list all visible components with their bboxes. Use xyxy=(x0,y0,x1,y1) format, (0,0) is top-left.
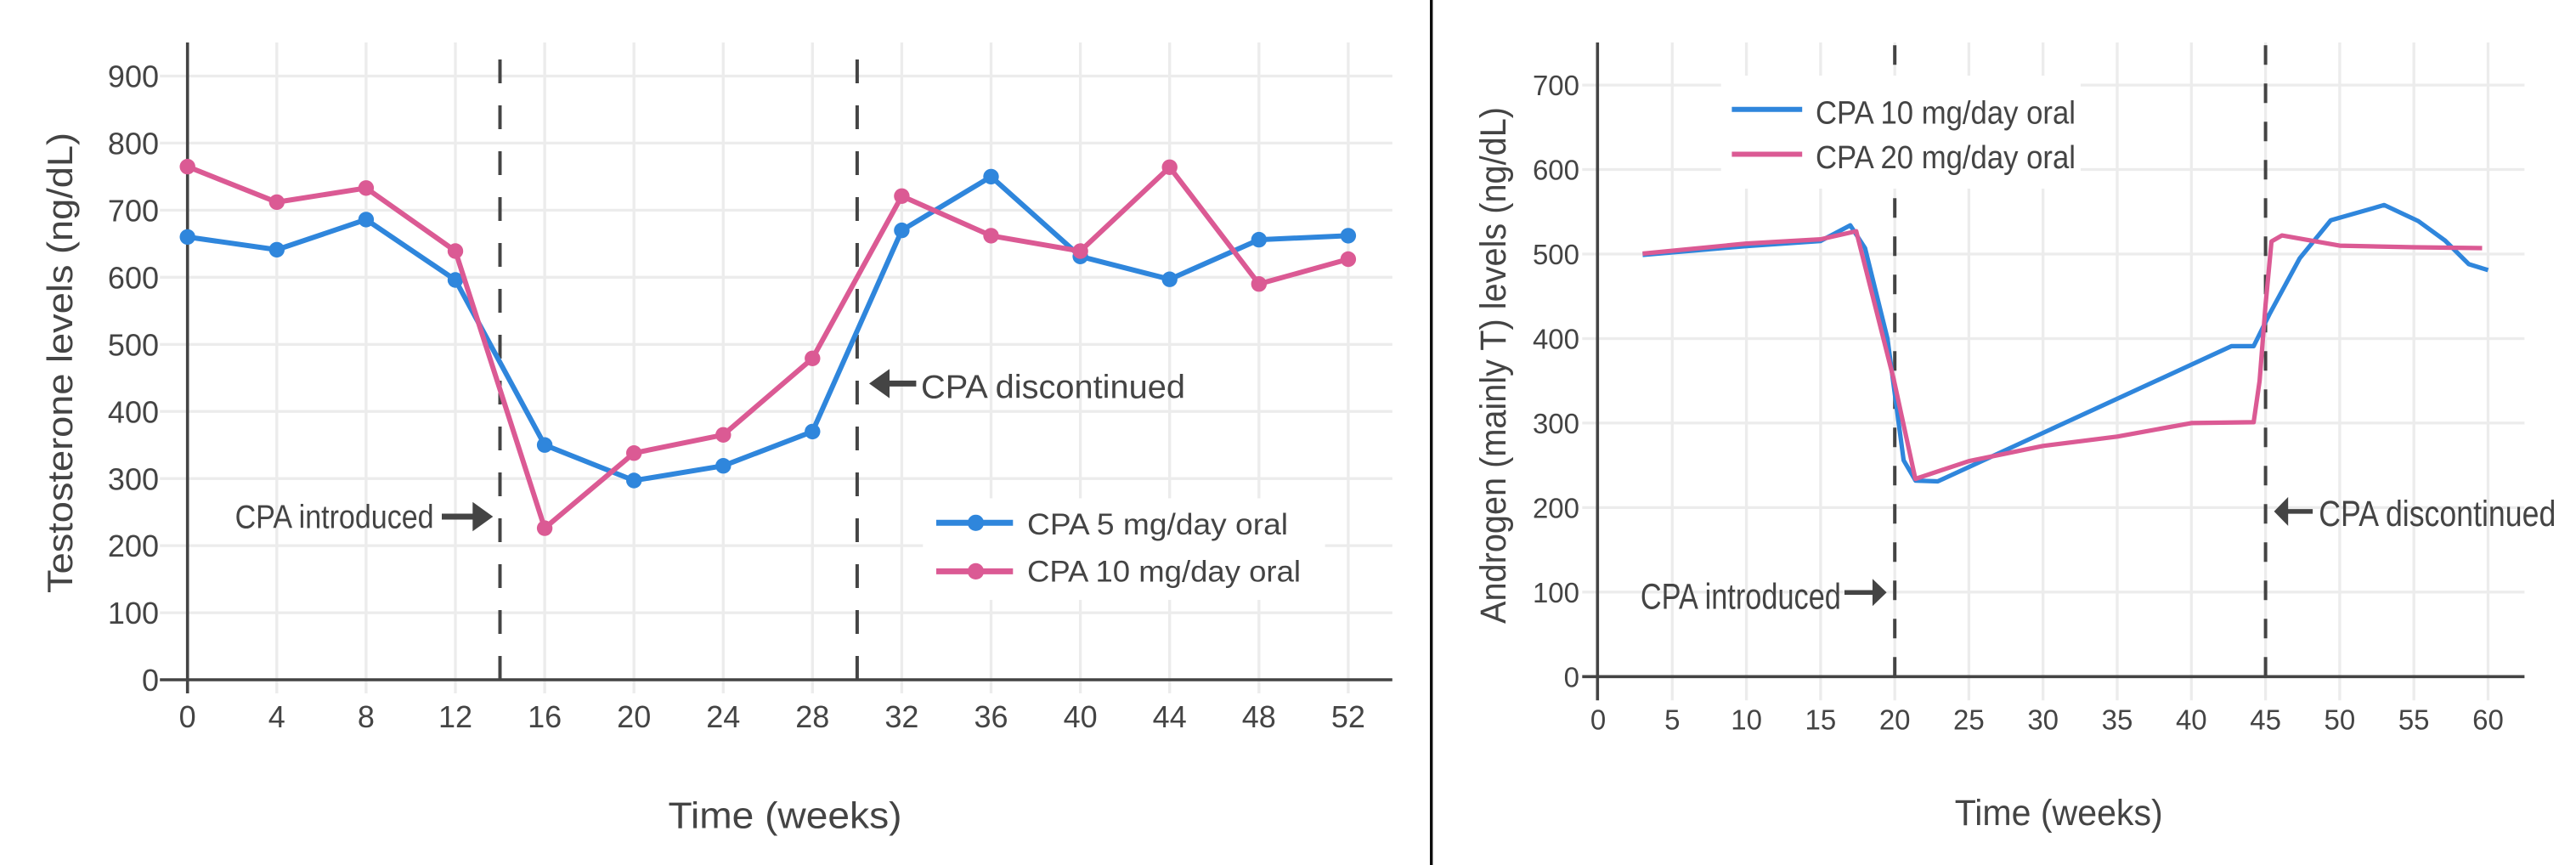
svg-text:24: 24 xyxy=(706,699,740,734)
svg-text:Androgen (mainly T) levels (ng: Androgen (mainly T) levels (ng/dL) xyxy=(1473,107,1514,624)
svg-text:4: 4 xyxy=(268,699,285,734)
svg-text:Time (weeks): Time (weeks) xyxy=(1955,793,2163,834)
svg-text:500: 500 xyxy=(1533,239,1579,270)
svg-text:800: 800 xyxy=(108,127,159,161)
svg-text:30: 30 xyxy=(2027,704,2059,735)
svg-text:40: 40 xyxy=(1064,699,1098,734)
svg-text:500: 500 xyxy=(108,327,159,362)
svg-text:300: 300 xyxy=(1533,408,1579,439)
svg-text:200: 200 xyxy=(108,529,159,563)
svg-text:CPA 5 mg/day oral: CPA 5 mg/day oral xyxy=(1027,507,1288,541)
svg-text:12: 12 xyxy=(438,699,472,734)
svg-text:36: 36 xyxy=(974,699,1008,734)
svg-text:45: 45 xyxy=(2250,704,2281,735)
svg-text:0: 0 xyxy=(179,699,196,734)
svg-text:8: 8 xyxy=(358,699,375,734)
svg-text:20: 20 xyxy=(617,699,651,734)
svg-text:16: 16 xyxy=(528,699,562,734)
svg-text:CPA introduced: CPA introduced xyxy=(235,500,434,536)
svg-text:0: 0 xyxy=(1590,704,1606,735)
svg-text:900: 900 xyxy=(108,59,159,94)
svg-text:600: 600 xyxy=(108,260,159,295)
svg-text:100: 100 xyxy=(1533,577,1579,608)
svg-text:0: 0 xyxy=(142,663,159,698)
svg-text:200: 200 xyxy=(1533,492,1579,523)
svg-text:44: 44 xyxy=(1153,699,1187,734)
svg-text:400: 400 xyxy=(1533,324,1579,355)
svg-text:600: 600 xyxy=(1533,155,1579,186)
svg-text:35: 35 xyxy=(2102,704,2133,735)
svg-text:Testosterone levels (ng/dL): Testosterone levels (ng/dL) xyxy=(40,133,80,593)
svg-text:CPA discontinued: CPA discontinued xyxy=(2319,494,2556,534)
svg-text:25: 25 xyxy=(1953,704,1985,735)
svg-text:32: 32 xyxy=(884,699,918,734)
svg-text:40: 40 xyxy=(2176,704,2207,735)
svg-text:CPA 20 mg/day oral: CPA 20 mg/day oral xyxy=(1816,140,2076,176)
svg-text:48: 48 xyxy=(1242,699,1276,734)
svg-text:52: 52 xyxy=(1331,699,1365,734)
svg-text:0: 0 xyxy=(1564,661,1579,693)
svg-text:10: 10 xyxy=(1731,704,1762,735)
svg-text:5: 5 xyxy=(1664,704,1680,735)
svg-text:CPA introduced: CPA introduced xyxy=(1641,577,1841,618)
svg-text:100: 100 xyxy=(108,596,159,630)
svg-text:60: 60 xyxy=(2472,704,2504,735)
svg-text:28: 28 xyxy=(795,699,829,734)
svg-text:55: 55 xyxy=(2398,704,2430,735)
svg-text:Time (weeks): Time (weeks) xyxy=(669,795,902,836)
svg-text:700: 700 xyxy=(108,194,159,229)
svg-text:50: 50 xyxy=(2325,704,2356,735)
svg-text:CPA 10 mg/day oral: CPA 10 mg/day oral xyxy=(1816,96,2076,132)
svg-text:CPA discontinued: CPA discontinued xyxy=(921,370,1185,406)
svg-text:700: 700 xyxy=(1533,70,1579,101)
svg-text:20: 20 xyxy=(1879,704,1911,735)
svg-text:400: 400 xyxy=(108,394,159,429)
svg-text:15: 15 xyxy=(1805,704,1837,735)
svg-text:CPA 10 mg/day oral: CPA 10 mg/day oral xyxy=(1027,555,1301,589)
svg-text:300: 300 xyxy=(108,461,159,496)
